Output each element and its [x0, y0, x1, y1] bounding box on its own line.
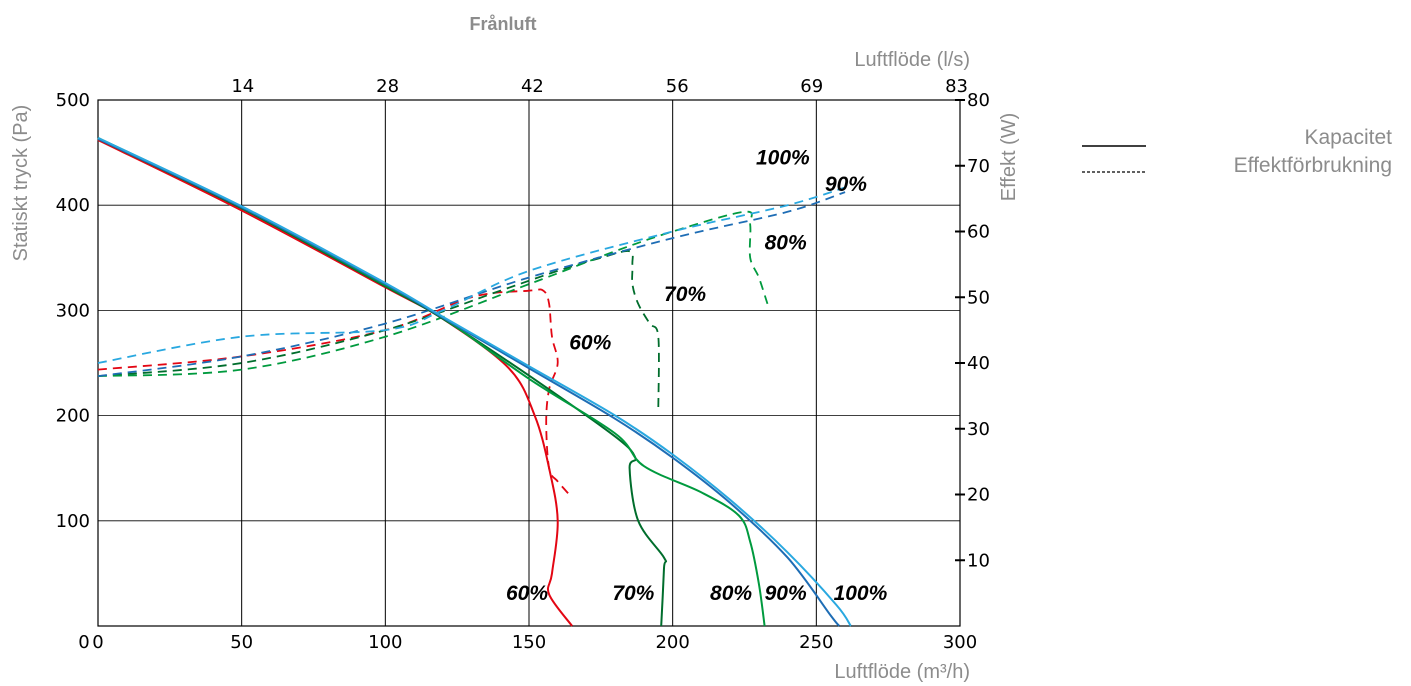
power-curve-60pct	[97, 288, 570, 496]
y2-tick-label: 30	[967, 419, 990, 440]
x-tick-label: 100	[368, 632, 402, 653]
x-tick-label: 0	[92, 632, 103, 653]
y2-tick-label: 60	[967, 222, 990, 243]
y2-tick-label: 80	[967, 90, 990, 111]
x-tick-label: 50	[230, 632, 253, 653]
x2-tick-label: 56	[666, 76, 689, 97]
labels: 0 50 100 150 200 250 300 14 28 42 56 69 83 0 100 200 300…	[56, 76, 990, 653]
pressure-curve-90pct	[97, 137, 841, 627]
y2-tick-label: 20	[967, 485, 990, 506]
pressure-curve-60pct	[97, 139, 573, 627]
y-tick-label: 0	[78, 632, 89, 653]
power-curve-100pct	[97, 184, 852, 364]
y2-tick-label: 40	[967, 353, 990, 374]
legend-label-effektforbrukning: Effektförbrukning	[1234, 154, 1392, 177]
y2-tick-label: 50	[967, 287, 990, 308]
speed-label: 100%	[756, 146, 810, 169]
power-curve-90pct	[97, 191, 846, 377]
speed-label: 60%	[569, 332, 611, 355]
curves	[97, 136, 852, 627]
y-tick-label: 100	[56, 511, 90, 532]
x-tick-label: 150	[512, 632, 546, 653]
power-curve-80pct	[97, 210, 769, 377]
x-tick-label: 200	[655, 632, 689, 653]
y2-tick-label: 70	[967, 156, 990, 177]
speed-label: 70%	[664, 283, 706, 306]
y-tick-label: 400	[56, 195, 90, 216]
x2-tick-label: 14	[231, 76, 254, 97]
chart-title: Frånluft	[470, 14, 537, 34]
legend-label-kapacitet: Kapacitet	[1304, 126, 1392, 149]
y-tick-label: 500	[56, 90, 90, 111]
speed-label: 60%	[506, 582, 548, 605]
legend: Kapacitet Effektförbrukning	[1082, 126, 1392, 177]
speed-label: 90%	[765, 582, 807, 605]
x2-tick-label: 42	[521, 76, 544, 97]
pressure-curve-100pct	[97, 136, 852, 627]
y-tick-label: 300	[56, 300, 90, 321]
y2-axis-label: Effekt (W)	[998, 113, 1020, 202]
x2-tick-label: 83	[945, 76, 968, 97]
y-tick-label: 200	[56, 406, 90, 427]
speed-label: 80%	[710, 582, 752, 605]
speed-label: 100%	[834, 582, 888, 605]
y-axis-label: Statiskt tryck (Pa)	[10, 105, 32, 262]
grid	[97, 99, 965, 627]
y2-tick-label: 10	[967, 550, 990, 571]
x2-axis-label: Luftflöde (l/s)	[854, 49, 970, 71]
x-axis-label: Luftflöde (m³/h)	[834, 661, 970, 683]
speed-label: 80%	[765, 232, 807, 255]
power-curve-70pct	[97, 250, 660, 410]
speed-label: 90%	[825, 173, 867, 196]
speed-label: 70%	[612, 582, 654, 605]
pressure-curve-80pct	[97, 136, 766, 627]
x2-tick-label: 28	[376, 76, 399, 97]
x-tick-label: 250	[799, 632, 833, 653]
x2-tick-label: 69	[800, 76, 823, 97]
pressure-curve-70pct	[97, 138, 668, 627]
x-tick-label: 300	[943, 632, 977, 653]
